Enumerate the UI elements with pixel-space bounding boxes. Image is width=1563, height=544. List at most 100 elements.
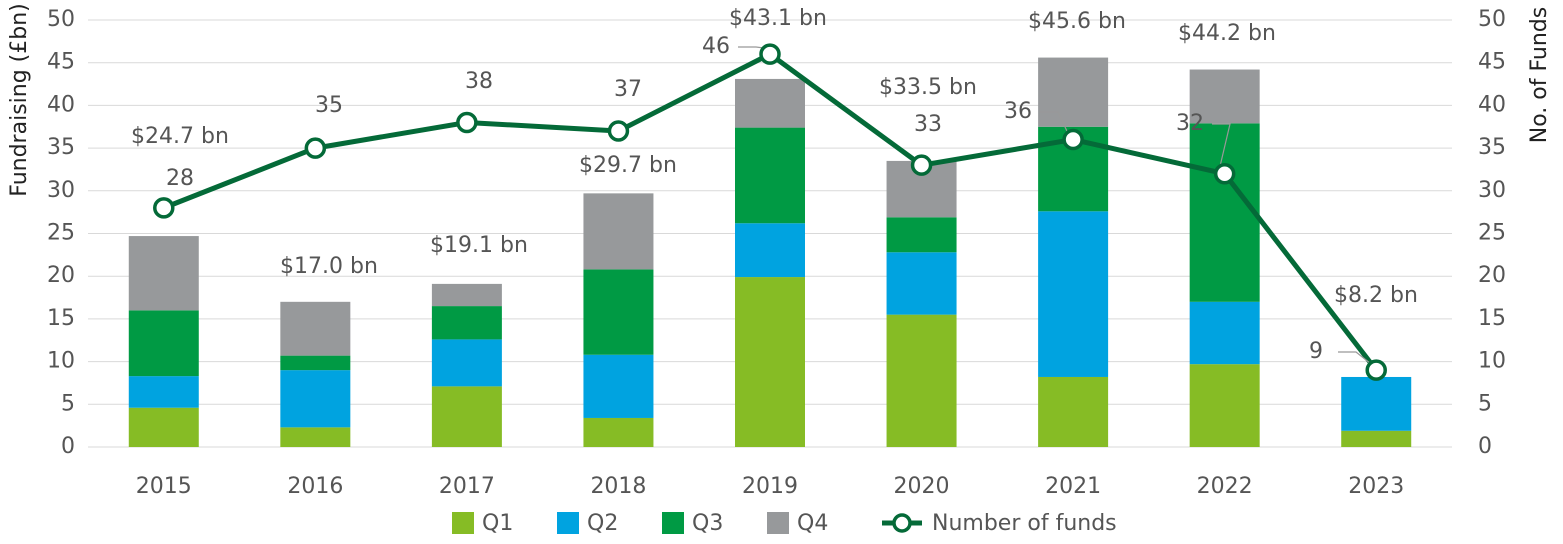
line-marker: [759, 43, 781, 65]
bar-segment: [1189, 301, 1260, 365]
bar-segment: [128, 310, 199, 377]
legend-swatch: [892, 513, 912, 533]
data-label: 36: [1004, 99, 1032, 124]
total-label: $19.1 bn: [430, 233, 528, 258]
bar-segment: [280, 301, 351, 356]
x-tick-label: 2022: [1197, 474, 1253, 499]
line-marker: [910, 154, 933, 176]
legend-label: Q2: [587, 511, 618, 536]
bar-segment: [431, 306, 502, 340]
total-label: $45.6 bn: [1028, 9, 1126, 34]
x-tick-label: 2015: [136, 474, 192, 499]
bar-segment: [1038, 376, 1109, 447]
bar-segment: [1341, 376, 1412, 431]
y2-tick-label: 20: [1478, 263, 1506, 288]
y2-tick-label: 5: [1478, 391, 1492, 416]
bar-segment: [735, 78, 805, 128]
y-tick-label: 35: [47, 135, 75, 160]
leader-line: [1040, 111, 1069, 134]
legend-label: Q1: [482, 511, 513, 536]
y2-axis-title: No. of Funds: [1527, 7, 1552, 143]
y-tick-label: 25: [47, 221, 75, 246]
bar-segment: [431, 386, 502, 447]
legend-swatch: [557, 512, 579, 534]
bar-segment: [886, 314, 957, 447]
total-label: $17.0 bn: [280, 254, 378, 279]
bar-segment: [583, 354, 654, 418]
bar-segment: [583, 417, 654, 447]
bar-segment: [735, 127, 805, 224]
legend-label: Q3: [692, 511, 723, 536]
bar-segment: [431, 283, 502, 307]
y2-tick-label: 0: [1478, 434, 1492, 459]
data-label: 33: [914, 112, 942, 137]
data-label: 35: [315, 93, 343, 118]
total-label: $33.5 bn: [879, 75, 977, 100]
leader-line: [1338, 351, 1372, 365]
line-marker: [153, 197, 175, 219]
line-marker: [607, 120, 630, 142]
bar-segment: [1189, 123, 1260, 302]
x-tick-label: 2021: [1045, 474, 1101, 499]
legend-label: Number of funds: [932, 511, 1117, 536]
bar-segment: [1189, 69, 1260, 124]
line-marker: [456, 111, 478, 134]
data-label: 37: [614, 77, 642, 102]
total-label: $44.2 bn: [1178, 21, 1276, 46]
y2-tick-label: 30: [1478, 178, 1506, 203]
total-label: $29.7 bn: [579, 153, 677, 178]
total-label: $43.1 bn: [729, 6, 827, 31]
x-tick-label: 2016: [287, 474, 343, 499]
y2-tick-label: 50: [1478, 7, 1506, 32]
y-axis-title: Fundraising (£bn): [7, 3, 32, 197]
bar-segment: [128, 407, 199, 447]
total-label: $24.7 bn: [131, 124, 229, 149]
bar-segment: [280, 427, 351, 447]
data-label: 32: [1176, 111, 1204, 136]
y2-tick-label: 40: [1478, 92, 1506, 117]
line-marker: [1365, 359, 1387, 381]
bar-segment: [1189, 364, 1260, 447]
y-tick-label: 45: [47, 50, 75, 75]
y2-tick-label: 45: [1478, 50, 1506, 75]
y2-tick-label: 35: [1478, 135, 1506, 160]
y-tick-label: 20: [47, 263, 75, 288]
data-label: 9: [1309, 339, 1323, 364]
y-tick-label: 0: [61, 434, 75, 459]
bar-segment: [431, 339, 502, 387]
legend-swatch: [452, 512, 474, 534]
total-label: $8.2 bn: [1334, 283, 1418, 308]
bar-segment: [128, 236, 199, 311]
data-label: 38: [465, 69, 493, 94]
legend-swatch: [662, 512, 684, 534]
leader-line: [738, 46, 766, 49]
y-tick-label: 50: [47, 7, 75, 32]
y2-tick-label: 10: [1478, 349, 1506, 374]
line-marker: [1213, 162, 1236, 185]
y-tick-label: 10: [47, 349, 75, 374]
data-label: 28: [166, 166, 194, 191]
x-tick-label: 2018: [590, 474, 646, 499]
y-tick-label: 30: [47, 178, 75, 203]
x-tick-label: 2019: [742, 474, 798, 499]
bar-segment: [1038, 211, 1109, 377]
bar-segment: [583, 193, 654, 270]
y2-tick-label: 25: [1478, 221, 1506, 246]
y-tick-label: 5: [61, 391, 75, 416]
bar-segment: [583, 269, 654, 355]
bar-segment: [1341, 430, 1412, 447]
x-tick-label: 2017: [439, 474, 495, 499]
bar-segment: [735, 277, 805, 447]
x-tick-label: 2023: [1348, 474, 1404, 499]
line-marker: [304, 137, 327, 159]
x-tick-label: 2020: [894, 474, 950, 499]
bar-segment: [1038, 57, 1109, 127]
bar-segment: [735, 223, 805, 278]
bar-segment: [280, 355, 351, 371]
bar-segment: [886, 217, 957, 253]
legend-label: Q4: [797, 511, 828, 536]
bar-segment: [886, 252, 957, 315]
y-tick-label: 15: [47, 306, 75, 331]
legend-swatch: [767, 512, 789, 534]
